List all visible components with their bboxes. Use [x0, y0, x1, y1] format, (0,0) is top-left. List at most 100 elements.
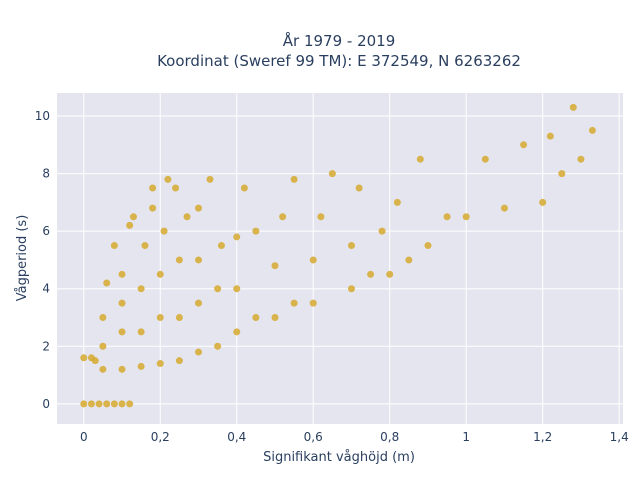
scatter-point — [99, 314, 107, 322]
scatter-point — [118, 365, 126, 373]
scatter-point — [156, 270, 164, 278]
y-axis-label: Vågperiod (s) — [15, 215, 30, 302]
x-tick-label: 0 — [80, 430, 88, 444]
chart-title-line-2: Koordinat (Sweref 99 TM): E 372549, N 62… — [157, 52, 521, 70]
scatter-point — [118, 400, 126, 408]
scatter-point — [175, 357, 183, 365]
scatter-point — [156, 314, 164, 322]
scatter-point — [126, 400, 134, 408]
scatter-point — [355, 184, 363, 192]
scatter-point — [252, 227, 260, 235]
scatter-point — [443, 213, 451, 221]
scatter-point — [80, 400, 88, 408]
scatter-point — [195, 348, 202, 356]
scatter-point — [271, 314, 279, 322]
scatter-point — [252, 314, 260, 322]
scatter-point — [214, 342, 222, 350]
scatter-point — [233, 233, 241, 241]
x-axis-label: Signifikant våghöjd (m) — [263, 450, 415, 465]
scatter-point — [183, 213, 191, 221]
x-tick-label: 0,6 — [304, 430, 323, 444]
scatter-point — [118, 270, 126, 278]
scatter-point — [290, 299, 298, 307]
x-tick-label: 1,2 — [533, 430, 552, 444]
y-tick-label: 0 — [42, 397, 50, 411]
scatter-point — [149, 204, 157, 212]
scatter-point — [195, 256, 202, 264]
scatter-point — [424, 242, 432, 250]
data-points — [80, 103, 596, 408]
scatter-point — [378, 227, 386, 235]
chart-title-line-1: År 1979 - 2019 — [283, 31, 396, 50]
x-tick-label: 1 — [462, 430, 470, 444]
scatter-point — [160, 227, 168, 235]
scatter-point — [99, 342, 107, 350]
x-tick-label: 0,4 — [227, 430, 246, 444]
y-tick-label: 8 — [42, 167, 50, 181]
scatter-point — [87, 400, 95, 408]
scatter-point — [164, 175, 172, 183]
scatter-point — [80, 354, 88, 362]
scatter-point — [129, 213, 137, 221]
scatter-point — [217, 242, 225, 250]
scatter-point — [206, 175, 214, 183]
scatter-point — [317, 213, 325, 221]
scatter-point — [539, 198, 547, 206]
scatter-point — [279, 213, 287, 221]
y-tick-label: 10 — [35, 109, 50, 123]
scatter-point — [118, 299, 126, 307]
scatter-point — [386, 270, 394, 278]
scatter-point — [558, 170, 566, 178]
x-tick-label: 1,4 — [610, 430, 629, 444]
scatter-point — [137, 362, 145, 370]
y-tick-label: 4 — [42, 282, 50, 296]
scatter-point — [347, 285, 355, 293]
scatter-point — [91, 357, 99, 365]
scatter-point — [481, 155, 489, 163]
scatter-point — [149, 184, 157, 192]
scatter-point — [99, 365, 107, 373]
scatter-point — [462, 213, 470, 221]
scatter-point — [271, 262, 279, 270]
scatter-point — [233, 285, 241, 293]
scatter-point — [520, 141, 528, 149]
scatter-point — [546, 132, 554, 140]
scatter-point — [175, 256, 183, 264]
scatter-point — [328, 170, 336, 178]
scatter-point — [309, 299, 317, 307]
scatter-point — [110, 242, 118, 250]
scatter-point — [175, 314, 183, 322]
scatter-point — [141, 242, 149, 250]
scatter-point — [195, 204, 202, 212]
scatter-point — [240, 184, 248, 192]
scatter-point — [195, 299, 202, 307]
scatter-point — [309, 256, 317, 264]
y-tick-label: 2 — [42, 339, 50, 353]
scatter-point — [110, 400, 118, 408]
x-tick-label: 0,2 — [151, 430, 170, 444]
scatter-point — [393, 198, 401, 206]
scatter-point — [214, 285, 222, 293]
scatter-point — [137, 285, 145, 293]
scatter-point — [137, 328, 145, 336]
plot-area-background — [57, 93, 623, 424]
x-tick-label: 0,8 — [380, 430, 399, 444]
scatter-point — [347, 242, 355, 250]
scatter-point — [103, 279, 111, 287]
y-tick-label: 6 — [42, 224, 50, 238]
scatter-point — [95, 400, 103, 408]
scatter-point — [103, 400, 111, 408]
scatter-point — [126, 221, 134, 229]
x-tick-labels: 0 0,2 0,4 0,6 0,8 1 1,2 1,4 — [80, 430, 629, 444]
scatter-point — [367, 270, 375, 278]
scatter-point — [233, 328, 241, 336]
scatter-point — [405, 256, 413, 264]
y-tick-labels: 0 2 4 6 8 10 — [35, 109, 50, 411]
grid-lines — [57, 93, 623, 424]
scatter-point — [416, 155, 424, 163]
scatter-point — [172, 184, 180, 192]
scatter-point — [588, 126, 596, 134]
scatter-point — [290, 175, 298, 183]
scatter-point — [500, 204, 508, 212]
